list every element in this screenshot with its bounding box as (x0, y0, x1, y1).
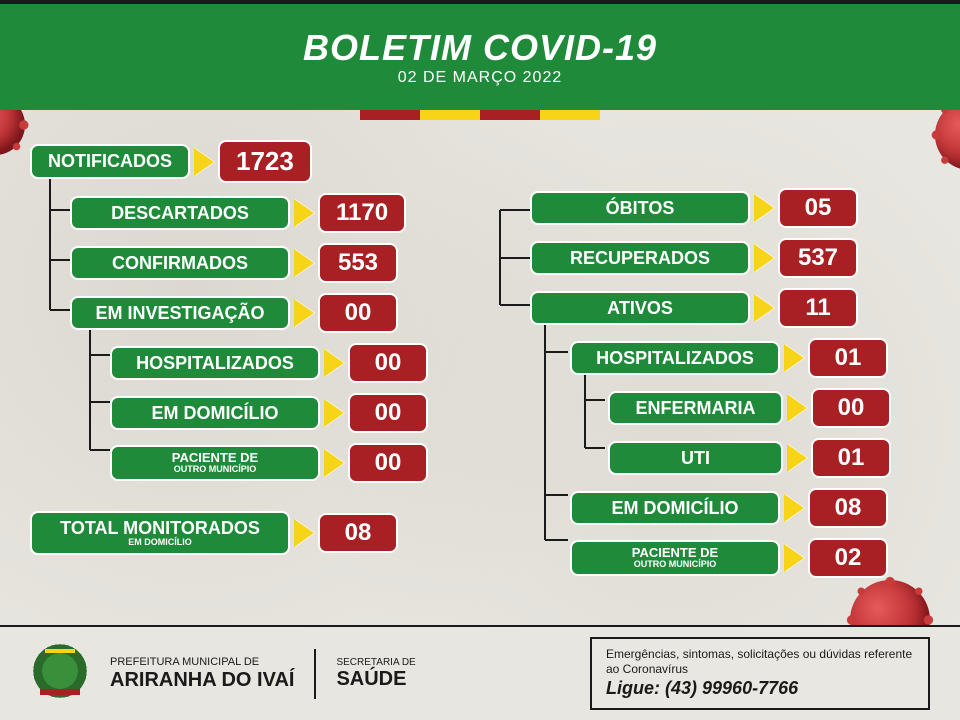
arrow-icon (294, 249, 314, 277)
sec-name: SAÚDE (336, 668, 415, 690)
coat-of-arms-icon (30, 644, 90, 704)
arrow-icon (754, 244, 774, 272)
stat-row: EM DOMICÍLIO 08 (570, 488, 930, 528)
stat-row: UTI 01 (608, 438, 930, 478)
arrow-icon (294, 519, 314, 547)
contact-box: Emergências, sintomas, solicitações ou d… (590, 637, 930, 710)
header-banner: BOLETIM COVID-19 02 DE MARÇO 2022 (0, 0, 960, 110)
stat-label: PACIENTE DEOUTRO MUNICÍPIO (110, 445, 320, 480)
stat-value: 02 (808, 538, 888, 578)
arrow-icon (324, 349, 344, 377)
stat-label: CONFIRMADOS (70, 246, 290, 281)
stat-row: CONFIRMADOS 553 (70, 243, 470, 283)
stat-value: 00 (348, 443, 428, 483)
stats-area: NOTIFICADOS 1723 DESCARTADOS 1170 CONFIRMA… (0, 110, 960, 588)
municipality-block: PREFEITURA MUNICIPAL DE ARIRANHA DO IVAÍ (110, 656, 294, 690)
stat-value: 01 (811, 438, 891, 478)
stat-value: 08 (318, 513, 398, 553)
stat-row: HOSPITALIZADOS 00 (110, 343, 470, 383)
stat-value: 11 (778, 288, 858, 328)
muni-pretitle: PREFEITURA MUNICIPAL DE (110, 656, 294, 668)
stat-label: EM DOMICÍLIO (570, 491, 780, 526)
right-column: ÓBITOS 05 RECUPERADOS 537 ATIVOS 11 HOSPITALIZ… (490, 140, 930, 588)
stat-label: UTI (608, 441, 783, 476)
stat-label: ENFERMARIA (608, 391, 783, 426)
header-title: BOLETIM COVID-19 (303, 27, 657, 69)
stat-value: 01 (808, 338, 888, 378)
contact-text: Emergências, sintomas, solicitações ou d… (606, 647, 914, 677)
arrow-icon (324, 449, 344, 477)
stat-label: ÓBITOS (530, 191, 750, 226)
muni-name: ARIRANHA DO IVAÍ (110, 669, 294, 691)
stat-label-text: PACIENTE DE (122, 451, 308, 465)
stat-value: 05 (778, 188, 858, 228)
arrow-icon (324, 399, 344, 427)
stat-row: EM DOMICÍLIO 00 (110, 393, 470, 433)
arrow-icon (784, 494, 804, 522)
stat-sublabel: OUTRO MUNICÍPIO (582, 560, 768, 569)
stat-value: 00 (348, 393, 428, 433)
stat-label-text: TOTAL MONITORADOS (46, 519, 274, 538)
arrow-icon (294, 199, 314, 227)
stat-row: DESCARTADOS 1170 (70, 193, 470, 233)
arrow-icon (784, 544, 804, 572)
stat-sublabel: EM DOMICÍLIO (46, 538, 274, 547)
stat-value: 00 (348, 343, 428, 383)
stat-label: EM DOMICÍLIO (110, 396, 320, 431)
sec-pretitle: SECRETARIA DE (336, 657, 415, 668)
stat-label: ATIVOS (530, 291, 750, 326)
stat-row: EM INVESTIGAÇÃO 00 (70, 293, 470, 333)
arrow-icon (784, 344, 804, 372)
stat-value: 1723 (218, 140, 312, 183)
stat-sublabel: OUTRO MUNICÍPIO (122, 465, 308, 474)
footer: PREFEITURA MUNICIPAL DE ARIRANHA DO IVAÍ… (0, 625, 960, 720)
stat-value: 537 (778, 238, 858, 278)
stat-row: ENFERMARIA 00 (608, 388, 930, 428)
stat-label: TOTAL MONITORADOS EM DOMICÍLIO (30, 511, 290, 555)
stat-value: 553 (318, 243, 398, 283)
contact-phone: Ligue: (43) 99960-7766 (606, 677, 914, 700)
contact-cta: Ligue: (606, 678, 660, 698)
arrow-icon (294, 299, 314, 327)
arrow-icon (194, 148, 214, 176)
stat-value: 00 (811, 388, 891, 428)
stat-value: 00 (318, 293, 398, 333)
stat-label: DESCARTADOS (70, 196, 290, 231)
stat-label-text: PACIENTE DE (582, 546, 768, 560)
stat-label: EM INVESTIGAÇÃO (70, 296, 290, 331)
arrow-icon (787, 394, 807, 422)
stat-row: ÓBITOS 05 (530, 188, 930, 228)
stat-row: ATIVOS 11 (530, 288, 930, 328)
stat-value: 08 (808, 488, 888, 528)
stat-row-notificados: NOTIFICADOS 1723 (30, 140, 470, 183)
footer-divider (314, 649, 316, 699)
arrow-icon (754, 194, 774, 222)
stat-label: RECUPERADOS (530, 241, 750, 276)
header-date: 02 DE MARÇO 2022 (398, 69, 563, 87)
contact-number: (43) 99960-7766 (665, 678, 798, 698)
stat-row: RECUPERADOS 537 (530, 238, 930, 278)
stat-value: 1170 (318, 193, 406, 233)
secretariat-block: SECRETARIA DE SAÚDE (336, 657, 415, 690)
left-column: NOTIFICADOS 1723 DESCARTADOS 1170 CONFIRMA… (30, 140, 470, 588)
stat-row: PACIENTE DEOUTRO MUNICÍPIO 02 (570, 538, 930, 578)
arrow-icon (754, 294, 774, 322)
stat-label: HOSPITALIZADOS (570, 341, 780, 376)
stat-label: PACIENTE DEOUTRO MUNICÍPIO (570, 540, 780, 575)
arrow-icon (787, 444, 807, 472)
stat-label: HOSPITALIZADOS (110, 346, 320, 381)
stat-row: HOSPITALIZADOS 01 (570, 338, 930, 378)
stat-row: PACIENTE DEOUTRO MUNICÍPIO 00 (110, 443, 470, 483)
stat-label: NOTIFICADOS (30, 144, 190, 179)
stat-row-total: TOTAL MONITORADOS EM DOMICÍLIO 08 (30, 511, 470, 555)
